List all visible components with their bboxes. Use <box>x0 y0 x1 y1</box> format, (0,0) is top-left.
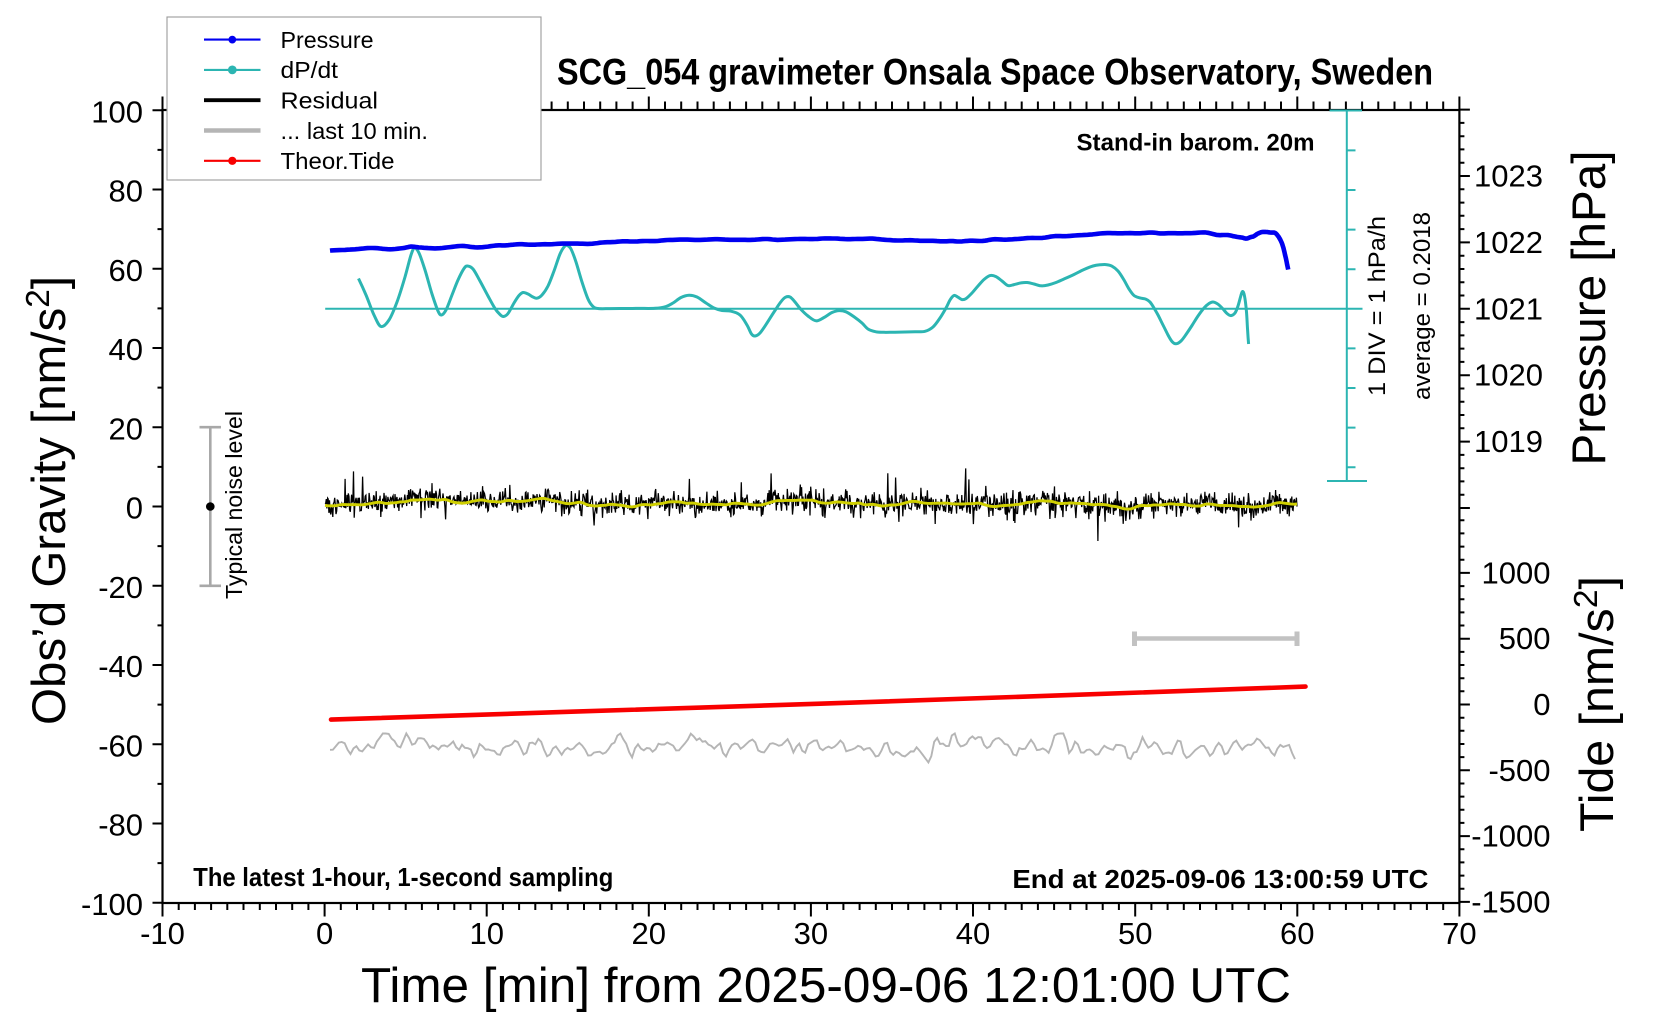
svg-text:SCG_054 gravimeter Onsala Spac: SCG_054 gravimeter Onsala Space Observat… <box>557 52 1433 93</box>
svg-text:70: 70 <box>1442 916 1476 951</box>
svg-text:The latest 1-hour, 1-second sa: The latest 1-hour, 1-second sampling <box>193 862 613 892</box>
svg-text:-500: -500 <box>1488 753 1550 788</box>
svg-text:-60: -60 <box>98 729 143 764</box>
svg-text:Obs’d Gravity [nm/s2]: Obs’d Gravity [nm/s2] <box>19 276 75 725</box>
svg-text:1019: 1019 <box>1474 424 1543 459</box>
svg-text:Time [min] from 2025-09-06 12:: Time [min] from 2025-09-06 12:01:00 UTC <box>361 959 1291 1013</box>
svg-text:Pressure: Pressure <box>281 27 374 53</box>
svg-text:20: 20 <box>109 411 143 446</box>
svg-text:20: 20 <box>632 916 666 951</box>
svg-text:40: 40 <box>956 916 990 951</box>
svg-text:Tide [nm/s2]: Tide [nm/s2] <box>1567 576 1623 832</box>
svg-text:-20: -20 <box>98 570 143 605</box>
svg-text:1000: 1000 <box>1482 555 1551 590</box>
svg-text:End at 2025-09-06 13:00:59 UTC: End at 2025-09-06 13:00:59 UTC <box>1012 864 1428 894</box>
svg-text:Theor.Tide: Theor.Tide <box>281 148 395 174</box>
svg-text:1022: 1022 <box>1474 225 1543 260</box>
svg-text:60: 60 <box>109 253 143 288</box>
svg-text:50: 50 <box>1118 916 1152 951</box>
svg-text:40: 40 <box>109 332 143 367</box>
svg-text:-100: -100 <box>81 887 143 922</box>
svg-text:1023: 1023 <box>1474 159 1543 194</box>
svg-text:Stand-in barom. 20m: Stand-in barom. 20m <box>1077 130 1315 157</box>
svg-text:1020: 1020 <box>1474 358 1543 393</box>
svg-text:0: 0 <box>316 916 333 951</box>
svg-text:100: 100 <box>91 95 143 130</box>
svg-text:500: 500 <box>1499 621 1551 656</box>
svg-text:dP/dt: dP/dt <box>281 57 339 83</box>
svg-text:-80: -80 <box>98 808 143 843</box>
svg-text:-40: -40 <box>98 649 143 684</box>
svg-text:... last 10 min.: ... last 10 min. <box>281 118 429 144</box>
svg-text:0: 0 <box>1533 687 1550 722</box>
svg-text:10: 10 <box>469 916 503 951</box>
svg-text:80: 80 <box>109 174 143 209</box>
svg-text:Pressure [hPa]: Pressure [hPa] <box>1562 151 1615 466</box>
svg-text:60: 60 <box>1280 916 1314 951</box>
svg-text:1021: 1021 <box>1474 291 1543 326</box>
svg-text:-1000: -1000 <box>1471 819 1550 854</box>
svg-text:average = 0.2018: average = 0.2018 <box>1409 212 1436 400</box>
svg-text:-1500: -1500 <box>1471 884 1550 919</box>
svg-text:1 DIV = 1 hPa/h: 1 DIV = 1 hPa/h <box>1364 216 1391 396</box>
svg-text:-10: -10 <box>140 916 185 951</box>
svg-text:0: 0 <box>126 491 143 526</box>
svg-text:30: 30 <box>794 916 828 951</box>
svg-text:Typical noise level: Typical noise level <box>221 411 247 599</box>
svg-text:Residual: Residual <box>281 88 379 114</box>
